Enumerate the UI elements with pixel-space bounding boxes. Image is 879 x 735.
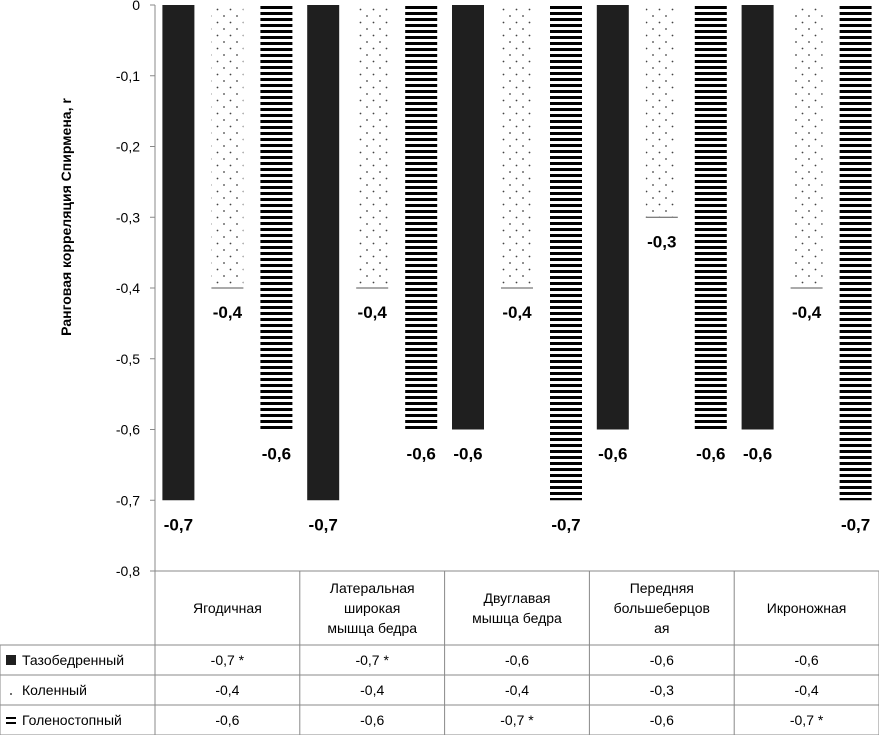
y-tick-label: -0,6: [116, 422, 140, 438]
category-label: ая: [654, 620, 669, 636]
legend-label: Голеностопный: [22, 712, 122, 728]
bar-dots: [211, 5, 244, 288]
data-label: -0,6: [407, 445, 436, 464]
y-tick-label: 0: [132, 0, 140, 13]
data-label: -0,6: [598, 445, 627, 464]
category-label: большеберцов: [614, 600, 710, 616]
category-label: Икроножная: [767, 600, 847, 616]
bar-dots: [356, 5, 389, 288]
data-label: -0,4: [792, 303, 822, 322]
bar-hstripes: [694, 5, 727, 430]
y-tick-label: -0,3: [116, 209, 140, 225]
legend-label: Тазобедренный: [22, 652, 124, 668]
y-tick-label: -0,8: [116, 563, 140, 579]
table-cell: -0,6: [360, 712, 384, 728]
table-cell: -0,6: [650, 652, 674, 668]
table-cell: -0,6: [215, 712, 239, 728]
table-cell: -0,6: [795, 652, 819, 668]
legend-key-stripes: [6, 722, 16, 724]
category-label: Ягодичная: [193, 600, 262, 616]
bar-dots: [645, 5, 678, 218]
table-cell: -0,3: [650, 682, 674, 698]
data-label: -0,7: [841, 515, 870, 534]
category-label: Передняя: [630, 580, 694, 596]
data-label: -0,6: [453, 445, 482, 464]
bar-hstripes: [839, 5, 872, 501]
bar-solid: [452, 5, 484, 430]
data-label: -0,7: [164, 515, 193, 534]
legend-key-stripes: [6, 717, 16, 719]
data-label: -0,6: [743, 445, 772, 464]
y-tick-label: -0,2: [116, 139, 140, 155]
legend-key-dots: [10, 693, 12, 695]
bar-hstripes: [550, 5, 582, 501]
category-label: широкая: [344, 600, 400, 616]
bar-solid: [596, 5, 629, 430]
y-tick-label: -0,1: [116, 68, 140, 84]
table-cell: -0,4: [795, 682, 819, 698]
category-label: мышца бедра: [472, 610, 562, 626]
table-cell: -0,4: [360, 682, 384, 698]
table-cell: -0,7 *: [211, 652, 245, 668]
table-cell: -0,6: [505, 652, 529, 668]
data-label: -0,4: [502, 303, 532, 322]
data-label: -0,6: [262, 445, 291, 464]
y-tick-label: -0,5: [116, 351, 140, 367]
y-tick-label: -0,7: [116, 492, 140, 508]
bar-solid: [162, 5, 195, 501]
table-cell: -0,4: [215, 682, 239, 698]
data-label: -0,4: [213, 303, 243, 322]
bar-solid: [307, 5, 340, 501]
y-tick-label: -0,4: [116, 280, 140, 296]
category-label: мышца бедра: [327, 620, 417, 636]
data-label: -0,4: [358, 303, 388, 322]
y-axis-title: Ранговая корреляция Спирмена, r: [58, 98, 74, 336]
bar-hstripes: [405, 5, 438, 430]
legend-label: Коленный: [22, 682, 87, 698]
category-label: Двуглавая: [483, 590, 550, 606]
bar-dots: [501, 5, 533, 288]
data-label: -0,7: [551, 515, 580, 534]
table-cell: -0,4: [505, 682, 529, 698]
data-label: -0,3: [647, 232, 676, 251]
bar-hstripes: [260, 5, 293, 430]
data-label: -0,7: [309, 515, 338, 534]
table-cell: -0,6: [650, 712, 674, 728]
bar-solid: [741, 5, 774, 430]
legend-key-solid: [6, 655, 16, 665]
table-cell: -0,7 *: [500, 712, 534, 728]
table-cell: -0,7 *: [790, 712, 824, 728]
bar-dots: [790, 5, 823, 288]
category-label: Латеральная: [330, 580, 415, 596]
table-cell: -0,7 *: [355, 652, 389, 668]
data-label: -0,6: [696, 445, 725, 464]
